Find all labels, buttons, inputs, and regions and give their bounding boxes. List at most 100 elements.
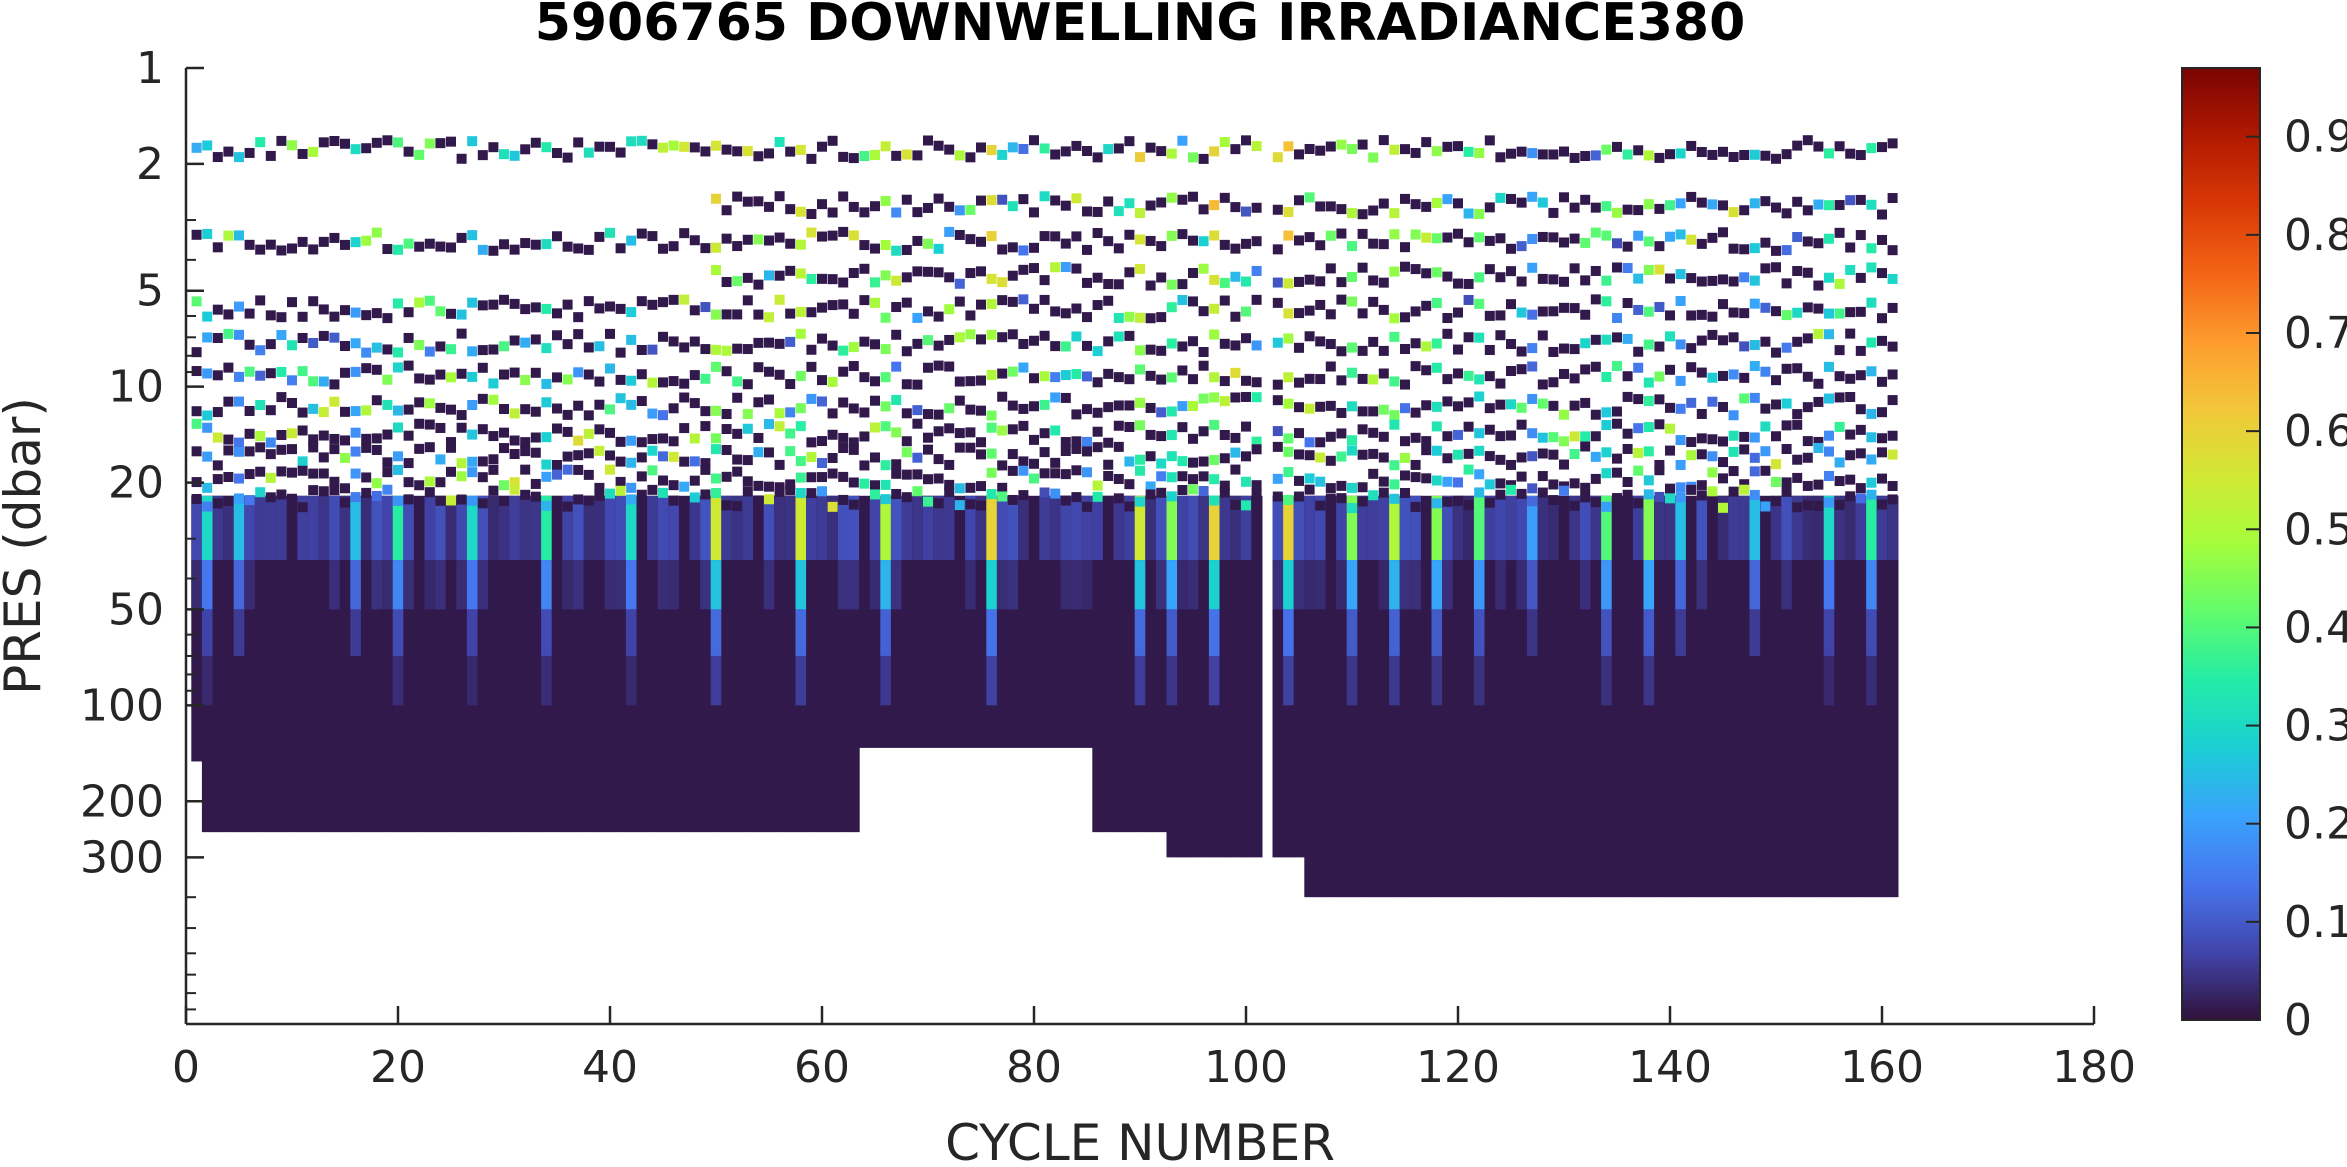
level-marker bbox=[488, 431, 499, 442]
level-marker bbox=[1294, 475, 1304, 486]
level-marker bbox=[1643, 475, 1654, 486]
level-marker bbox=[318, 452, 329, 463]
level-marker bbox=[933, 193, 944, 204]
level-marker bbox=[711, 193, 721, 204]
level-marker bbox=[1145, 489, 1156, 500]
profile-cell bbox=[1675, 609, 1687, 656]
level-marker bbox=[1060, 446, 1071, 456]
level-marker bbox=[1463, 278, 1474, 289]
level-marker bbox=[361, 442, 372, 453]
level-marker bbox=[615, 476, 626, 487]
level-marker bbox=[1527, 428, 1538, 439]
level-marker bbox=[965, 152, 976, 163]
level-marker bbox=[1813, 199, 1824, 210]
level-marker bbox=[562, 426, 573, 437]
level-marker bbox=[1050, 425, 1061, 436]
profile-column bbox=[1442, 495, 1454, 898]
level-marker bbox=[1527, 148, 1538, 159]
level-marker bbox=[520, 304, 531, 315]
level-marker bbox=[1442, 141, 1453, 152]
level-marker bbox=[997, 194, 1008, 205]
level-marker bbox=[1771, 496, 1781, 507]
level-marker bbox=[1559, 343, 1569, 354]
profile-cell bbox=[742, 495, 754, 561]
level-marker bbox=[1887, 245, 1898, 256]
level-marker bbox=[1336, 294, 1347, 305]
level-marker bbox=[1092, 152, 1103, 163]
level-marker bbox=[1569, 449, 1580, 460]
level-marker bbox=[1135, 397, 1145, 408]
level-marker bbox=[424, 138, 435, 149]
level-marker bbox=[1739, 244, 1750, 255]
level-marker bbox=[435, 341, 446, 352]
level-marker bbox=[1368, 427, 1379, 438]
profile-cell bbox=[1155, 495, 1168, 561]
profile-cell bbox=[710, 655, 722, 706]
level-marker bbox=[297, 311, 308, 322]
level-marker bbox=[509, 449, 520, 460]
level-marker bbox=[700, 373, 711, 384]
level-marker bbox=[1463, 146, 1474, 157]
x-tick-label: 80 bbox=[1006, 1042, 1062, 1093]
level-marker bbox=[1527, 496, 1538, 507]
level-marker bbox=[1463, 397, 1474, 408]
level-marker bbox=[1209, 200, 1220, 211]
level-marker bbox=[318, 304, 329, 315]
level-marker bbox=[1103, 368, 1114, 379]
profile-cell bbox=[1081, 495, 1093, 561]
level-marker bbox=[1198, 471, 1209, 482]
level-marker bbox=[1771, 262, 1781, 273]
level-marker bbox=[1474, 469, 1485, 480]
level-marker bbox=[318, 430, 329, 441]
profile-cell bbox=[392, 655, 404, 706]
profile-cell bbox=[1876, 495, 1888, 561]
level-marker bbox=[382, 313, 393, 324]
profile-column bbox=[1526, 495, 1539, 898]
level-marker bbox=[933, 409, 944, 420]
level-marker bbox=[944, 361, 955, 372]
level-marker bbox=[1251, 141, 1262, 152]
level-marker bbox=[520, 404, 531, 415]
level-marker bbox=[1516, 307, 1527, 318]
level-marker bbox=[986, 448, 997, 459]
level-marker bbox=[795, 488, 806, 499]
level-marker bbox=[742, 409, 753, 420]
level-marker bbox=[636, 228, 647, 239]
level-marker bbox=[1453, 495, 1463, 506]
level-marker bbox=[1007, 465, 1018, 476]
level-marker bbox=[530, 478, 541, 489]
level-marker bbox=[753, 432, 764, 443]
level-marker bbox=[753, 447, 764, 458]
profile-cell bbox=[1473, 609, 1486, 656]
profile-cell bbox=[1283, 609, 1295, 656]
level-marker bbox=[255, 400, 266, 410]
level-marker bbox=[1272, 204, 1283, 215]
level-marker bbox=[1781, 444, 1792, 454]
level-marker bbox=[1845, 392, 1856, 402]
level-marker bbox=[1749, 392, 1760, 403]
level-marker bbox=[668, 480, 679, 491]
level-marker bbox=[1484, 310, 1495, 321]
level-marker bbox=[1453, 449, 1463, 460]
profile-column bbox=[1887, 495, 1899, 898]
level-marker bbox=[997, 482, 1008, 493]
profile-cell bbox=[1389, 655, 1401, 706]
level-marker bbox=[1707, 434, 1718, 445]
level-marker bbox=[340, 406, 350, 417]
level-marker bbox=[1506, 430, 1516, 441]
level-marker bbox=[817, 141, 827, 152]
level-marker bbox=[562, 241, 573, 252]
level-marker bbox=[1453, 401, 1463, 412]
level-marker bbox=[1145, 429, 1156, 440]
level-marker bbox=[594, 399, 605, 410]
level-marker bbox=[1707, 199, 1718, 210]
level-marker bbox=[583, 369, 594, 380]
colorbar-tick-label: 0.1 bbox=[2284, 897, 2347, 948]
level-marker bbox=[255, 487, 266, 498]
level-marker bbox=[1029, 401, 1039, 412]
level-marker bbox=[1654, 264, 1665, 275]
profile-cell bbox=[1060, 560, 1072, 610]
level-marker bbox=[265, 437, 276, 448]
level-marker bbox=[393, 137, 403, 148]
